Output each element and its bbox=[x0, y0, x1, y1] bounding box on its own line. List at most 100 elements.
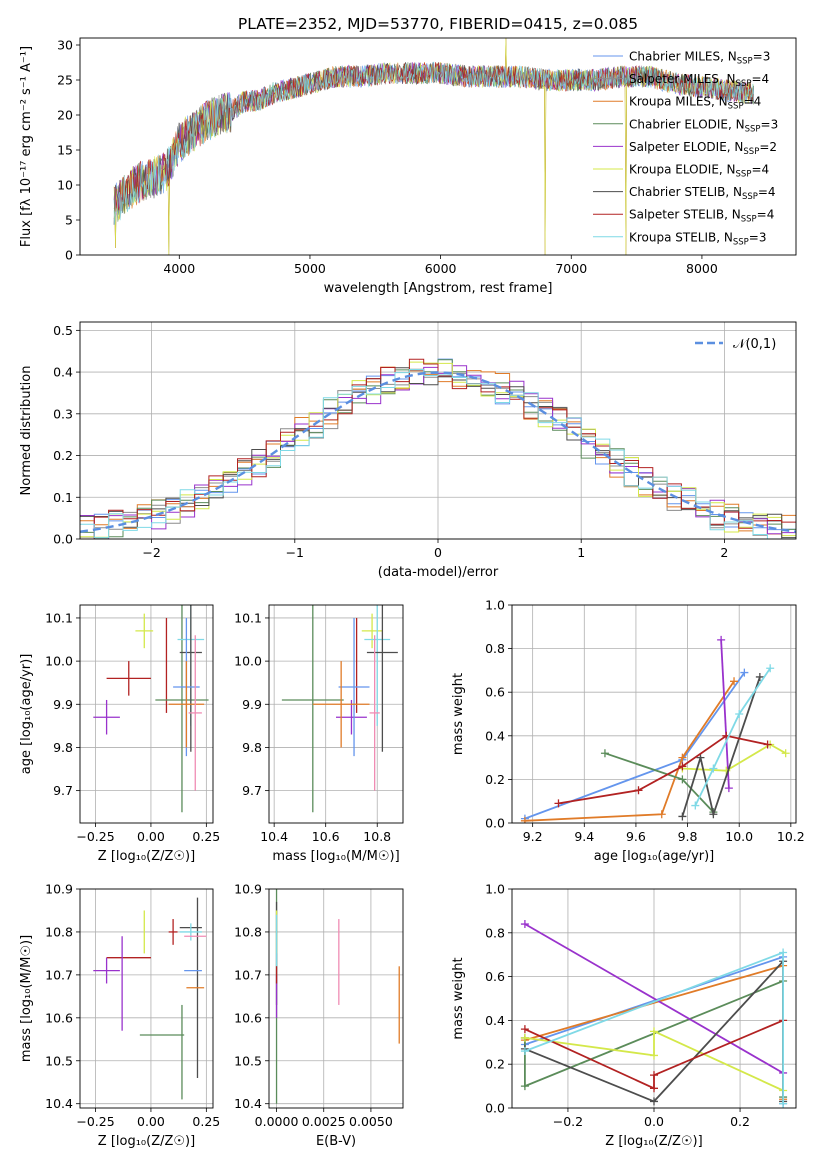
y-tick-label: 0.0 bbox=[485, 1101, 505, 1116]
y-tick-label: 10.6 bbox=[234, 1010, 262, 1025]
y-tick-label: 0.2 bbox=[485, 772, 505, 787]
y-tick-label: 0.1 bbox=[53, 490, 73, 505]
legend-label: Salpeter ELODIE, NSSP=2 bbox=[629, 140, 777, 157]
y-tick-label: 9.9 bbox=[53, 697, 73, 712]
x-tick-label: 4000 bbox=[163, 261, 195, 276]
x-axis-label: Z [log₁₀(Z/Z☉)] bbox=[98, 849, 195, 864]
marker-plus bbox=[678, 753, 687, 762]
marker-plus bbox=[709, 810, 718, 819]
y-tick-label: 20 bbox=[57, 108, 73, 123]
plot-area bbox=[520, 635, 790, 823]
x-tick-label: 10.0 bbox=[725, 829, 753, 844]
mass-weight-line bbox=[694, 667, 771, 806]
panel-mass-vs-extinction: 0.0000 0.0025 0.0050 10.4 10.5 10.6 10.7 10.8 10… bbox=[234, 882, 404, 1149]
plot-area bbox=[93, 605, 209, 813]
panel-mass-vs-metallicity: −0.25 0.00 0.25 10.4 10.5 10.6 10.7 10.8 10.9 Z [… bbox=[19, 882, 220, 1150]
y-tick-label: 1.0 bbox=[485, 882, 505, 897]
plot-area bbox=[281, 605, 398, 813]
y-tick-label: 10.0 bbox=[45, 654, 73, 669]
errorbar-point bbox=[135, 613, 154, 649]
errorbar-point bbox=[93, 957, 120, 984]
y-tick-label: 10.4 bbox=[234, 1096, 262, 1111]
gridlines bbox=[80, 605, 213, 823]
ticks: 0.0000 0.0025 0.0050 10.4 10.5 10.6 10.7 10.8 10… bbox=[234, 882, 393, 1130]
x-tick-label: 10.6 bbox=[312, 829, 340, 844]
y-tick-label: 0.4 bbox=[485, 728, 505, 743]
normal-curve bbox=[80, 371, 796, 533]
spectrum-line bbox=[113, 61, 754, 225]
y-tick-label: 10.0 bbox=[234, 654, 262, 669]
x-tick-label: 5000 bbox=[294, 261, 326, 276]
y-axis-label: age [log₁₀(age/yr)] bbox=[19, 654, 34, 775]
y-tick-label: 0 bbox=[65, 248, 73, 263]
x-tick-label: −2 bbox=[142, 545, 160, 560]
x-tick-label: −0.25 bbox=[76, 1114, 114, 1129]
ticks: 10.4 10.6 10.8 9.7 9.8 9.9 10.0 10.1 bbox=[234, 610, 391, 844]
errorbar-point bbox=[168, 919, 178, 945]
mass-weight-line bbox=[681, 676, 761, 818]
y-axis-label: Flux [fλ 10⁻¹⁷ erg cm⁻² s⁻¹ A⁻¹] bbox=[19, 46, 34, 247]
y-tick-label: 10.7 bbox=[45, 967, 73, 982]
y-tick-label: 10.5 bbox=[234, 1053, 262, 1068]
y-axis-label: Normed distribution bbox=[19, 366, 34, 496]
y-tick-label: 0.8 bbox=[485, 641, 505, 656]
plot-area bbox=[113, 38, 754, 255]
x-tick-label: 0 bbox=[434, 545, 442, 560]
marker-plus bbox=[763, 740, 772, 749]
marker-plus bbox=[730, 677, 739, 686]
marker-plus bbox=[779, 1099, 788, 1108]
errorbar-point bbox=[93, 699, 120, 735]
mass-weight-line bbox=[720, 639, 730, 789]
panel-spectrum: 4000 5000 6000 7000 8000 0 5 10 15 20 25 30 waveleng… bbox=[19, 38, 797, 296]
mass-weight-line bbox=[524, 923, 784, 1074]
y-tick-label: 10.8 bbox=[45, 924, 73, 939]
ticks: 9.2 9.4 9.6 9.8 10.0 10.2 0.0 0.2 0.4 0.6 0.8 1.0 bbox=[485, 598, 805, 845]
y-tick-label: 10.4 bbox=[45, 1096, 73, 1111]
errorbar-point bbox=[366, 605, 398, 752]
y-tick-label: 10.5 bbox=[45, 1053, 73, 1068]
errorbar-point bbox=[168, 661, 205, 748]
y-tick-label: 1.0 bbox=[485, 598, 505, 613]
axes-frame bbox=[511, 888, 797, 1109]
figure-title: PLATE=2352, MJD=53770, FIBERID=0415, z=0… bbox=[238, 15, 638, 33]
marker-plus bbox=[779, 948, 788, 957]
x-tick-label: 0.25 bbox=[192, 1114, 220, 1129]
x-tick-label: 9.4 bbox=[574, 829, 594, 844]
marker-plus bbox=[650, 1051, 658, 1060]
spectrum-line bbox=[113, 61, 754, 212]
y-tick-label: 0.2 bbox=[53, 448, 73, 463]
y-tick-label: 9.8 bbox=[53, 740, 73, 755]
y-tick-label: 0.2 bbox=[485, 1057, 505, 1072]
marker-plus bbox=[766, 664, 775, 673]
errorbar-point bbox=[106, 661, 151, 696]
panel-age-vs-metallicity: −0.25 0.00 0.25 9.7 9.8 9.9 10.0 10.1 Z [log₁₀(Z… bbox=[19, 604, 220, 864]
x-axis-label: Z [log₁₀(Z/Z☉)] bbox=[605, 1134, 702, 1149]
axes-frame bbox=[511, 604, 797, 824]
marker-plus bbox=[696, 753, 705, 762]
legend-label: Chabrier MILES, NSSP=3 bbox=[629, 50, 770, 67]
ticks: −0.2 0.0 0.2 0.0 0.2 0.4 0.6 0.8 1.0 bbox=[485, 882, 750, 1130]
marker-plus bbox=[520, 1033, 529, 1042]
x-tick-label: 10.8 bbox=[363, 829, 391, 844]
y-tick-label: 0.6 bbox=[485, 969, 505, 984]
marker-plus bbox=[709, 764, 718, 773]
marker-plus bbox=[724, 784, 733, 793]
y-tick-label: 10.9 bbox=[234, 882, 262, 897]
errorbar-point bbox=[179, 923, 202, 941]
gridlines bbox=[269, 888, 403, 1108]
axes-frame bbox=[268, 604, 404, 824]
legend-label: Chabrier ELODIE, NSSP=3 bbox=[629, 117, 778, 134]
x-axis-label: age [log₁₀(age/yr)] bbox=[594, 849, 715, 864]
x-tick-label: 0.2 bbox=[730, 1114, 750, 1129]
marker-plus bbox=[717, 635, 726, 644]
y-tick-label: 5 bbox=[65, 213, 73, 228]
x-axis-label: Z [log₁₀(Z/Z☉)] bbox=[98, 1134, 195, 1149]
marker-plus bbox=[781, 749, 790, 758]
y-tick-label: 0.0 bbox=[53, 532, 73, 547]
histogram-step bbox=[80, 369, 796, 539]
marker-plus bbox=[678, 812, 687, 821]
errorbar-point bbox=[364, 605, 391, 726]
y-tick-label: 0.4 bbox=[485, 1013, 505, 1028]
errorbar-point bbox=[312, 661, 370, 748]
